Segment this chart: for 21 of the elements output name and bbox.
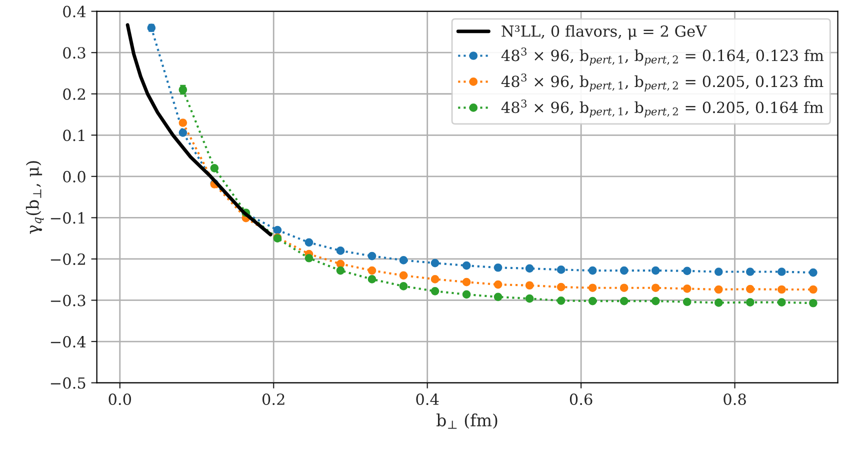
y-tick-label: 0.0 [63, 170, 86, 182]
y-tick-label: −0.4 [50, 336, 86, 348]
x-tick-label: 0.2 [262, 393, 284, 406]
y-tick-label: −0.1 [50, 212, 84, 224]
y-tick-label: 0.4 [63, 6, 86, 18]
x-tick-label: 0.4 [416, 393, 439, 406]
y-tick-label: −0.3 [50, 294, 86, 306]
x-axis-title: b$_{⊥}$ (fm) [436, 414, 498, 429]
x-tick-label: 0.0 [108, 393, 132, 406]
legend-label: 48$^{3}$ × 96, b$_{pert,1}$, b$_{pert,2}$ = 0.205, 0.123 fm [501, 73, 824, 92]
y-axis-title: γ$_{q}$(b$_{⊥}$, μ) [26, 161, 44, 234]
legend-label: 48$^{3}$ × 96, b$_{pert,1}$, b$_{pert,2}$ = 0.164, 0.123 fm [501, 48, 824, 66]
y-tick-label: −0.2 [50, 253, 85, 265]
legend-label: 48$^{3}$ × 96, b$_{pert,1}$, b$_{pert,2}$ = 0.205, 0.164 fm [501, 99, 824, 118]
x-tick-label: 0.6 [570, 393, 592, 406]
y-tick-label: 0.3 [63, 47, 86, 59]
legend-label: N³LL, 0 flavors, μ = 2 GeV [502, 25, 707, 40]
y-tick-label: 0.1 [63, 130, 84, 142]
y-tick-label: −0.5 [50, 377, 86, 389]
x-tick-label: 0.8 [724, 393, 746, 406]
y-tick-label: 0.2 [63, 88, 85, 100]
